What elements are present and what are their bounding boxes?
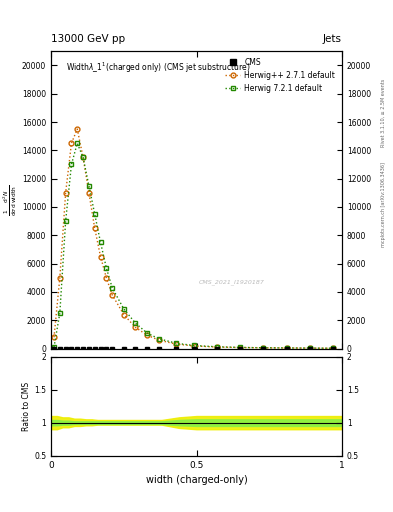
Text: mcplots.cern.ch [arXiv:1306.3436]: mcplots.cern.ch [arXiv:1306.3436]	[381, 162, 386, 247]
Text: 13000 GeV pp: 13000 GeV pp	[51, 33, 125, 44]
Text: Jets: Jets	[323, 33, 342, 44]
Legend: CMS, Herwig++ 2.7.1 default, Herwig 7.2.1 default: CMS, Herwig++ 2.7.1 default, Herwig 7.2.…	[222, 55, 338, 96]
Text: CMS_2021_I1920187: CMS_2021_I1920187	[198, 279, 264, 285]
Y-axis label: $\frac{1}{\mathrm{d}\sigma}\frac{\mathrm{d}^2N}{\mathrm{d}\,\mathrm{width}}$: $\frac{1}{\mathrm{d}\sigma}\frac{\mathrm…	[2, 184, 19, 216]
X-axis label: width (charged-only): width (charged-only)	[146, 475, 247, 485]
Text: Width$\lambda\_1^1$(charged only) (CMS jet substructure): Width$\lambda\_1^1$(charged only) (CMS j…	[66, 60, 250, 75]
Y-axis label: Ratio to CMS: Ratio to CMS	[22, 381, 31, 431]
Text: Rivet 3.1.10, ≥ 2.5M events: Rivet 3.1.10, ≥ 2.5M events	[381, 78, 386, 147]
